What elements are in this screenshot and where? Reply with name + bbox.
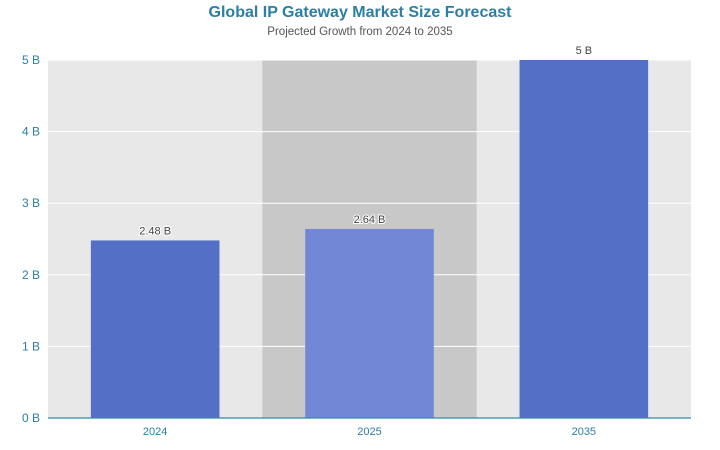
y-tick-label: 5 B [22, 53, 40, 67]
y-tick-label: 4 B [22, 125, 40, 139]
x-tick-label: 2035 [572, 426, 596, 438]
bar [519, 60, 649, 418]
bar [90, 240, 220, 418]
y-tick-label: 3 B [22, 196, 40, 210]
y-tick-label: 2 B [22, 268, 40, 282]
y-tick-label: 0 B [22, 411, 40, 425]
chart-title: Global IP Gateway Market Size Forecast [208, 4, 512, 21]
data-label: 2.48 B [139, 225, 171, 237]
data-label: 2.64 B [354, 214, 386, 226]
bar [305, 228, 434, 418]
data-label: 5 B [576, 45, 593, 57]
x-tick-label: 2025 [357, 426, 381, 438]
chart-subtitle: Projected Growth from 2024 to 2035 [267, 26, 453, 38]
x-tick-label: 2024 [143, 426, 167, 438]
y-tick-label: 1 B [22, 339, 40, 353]
